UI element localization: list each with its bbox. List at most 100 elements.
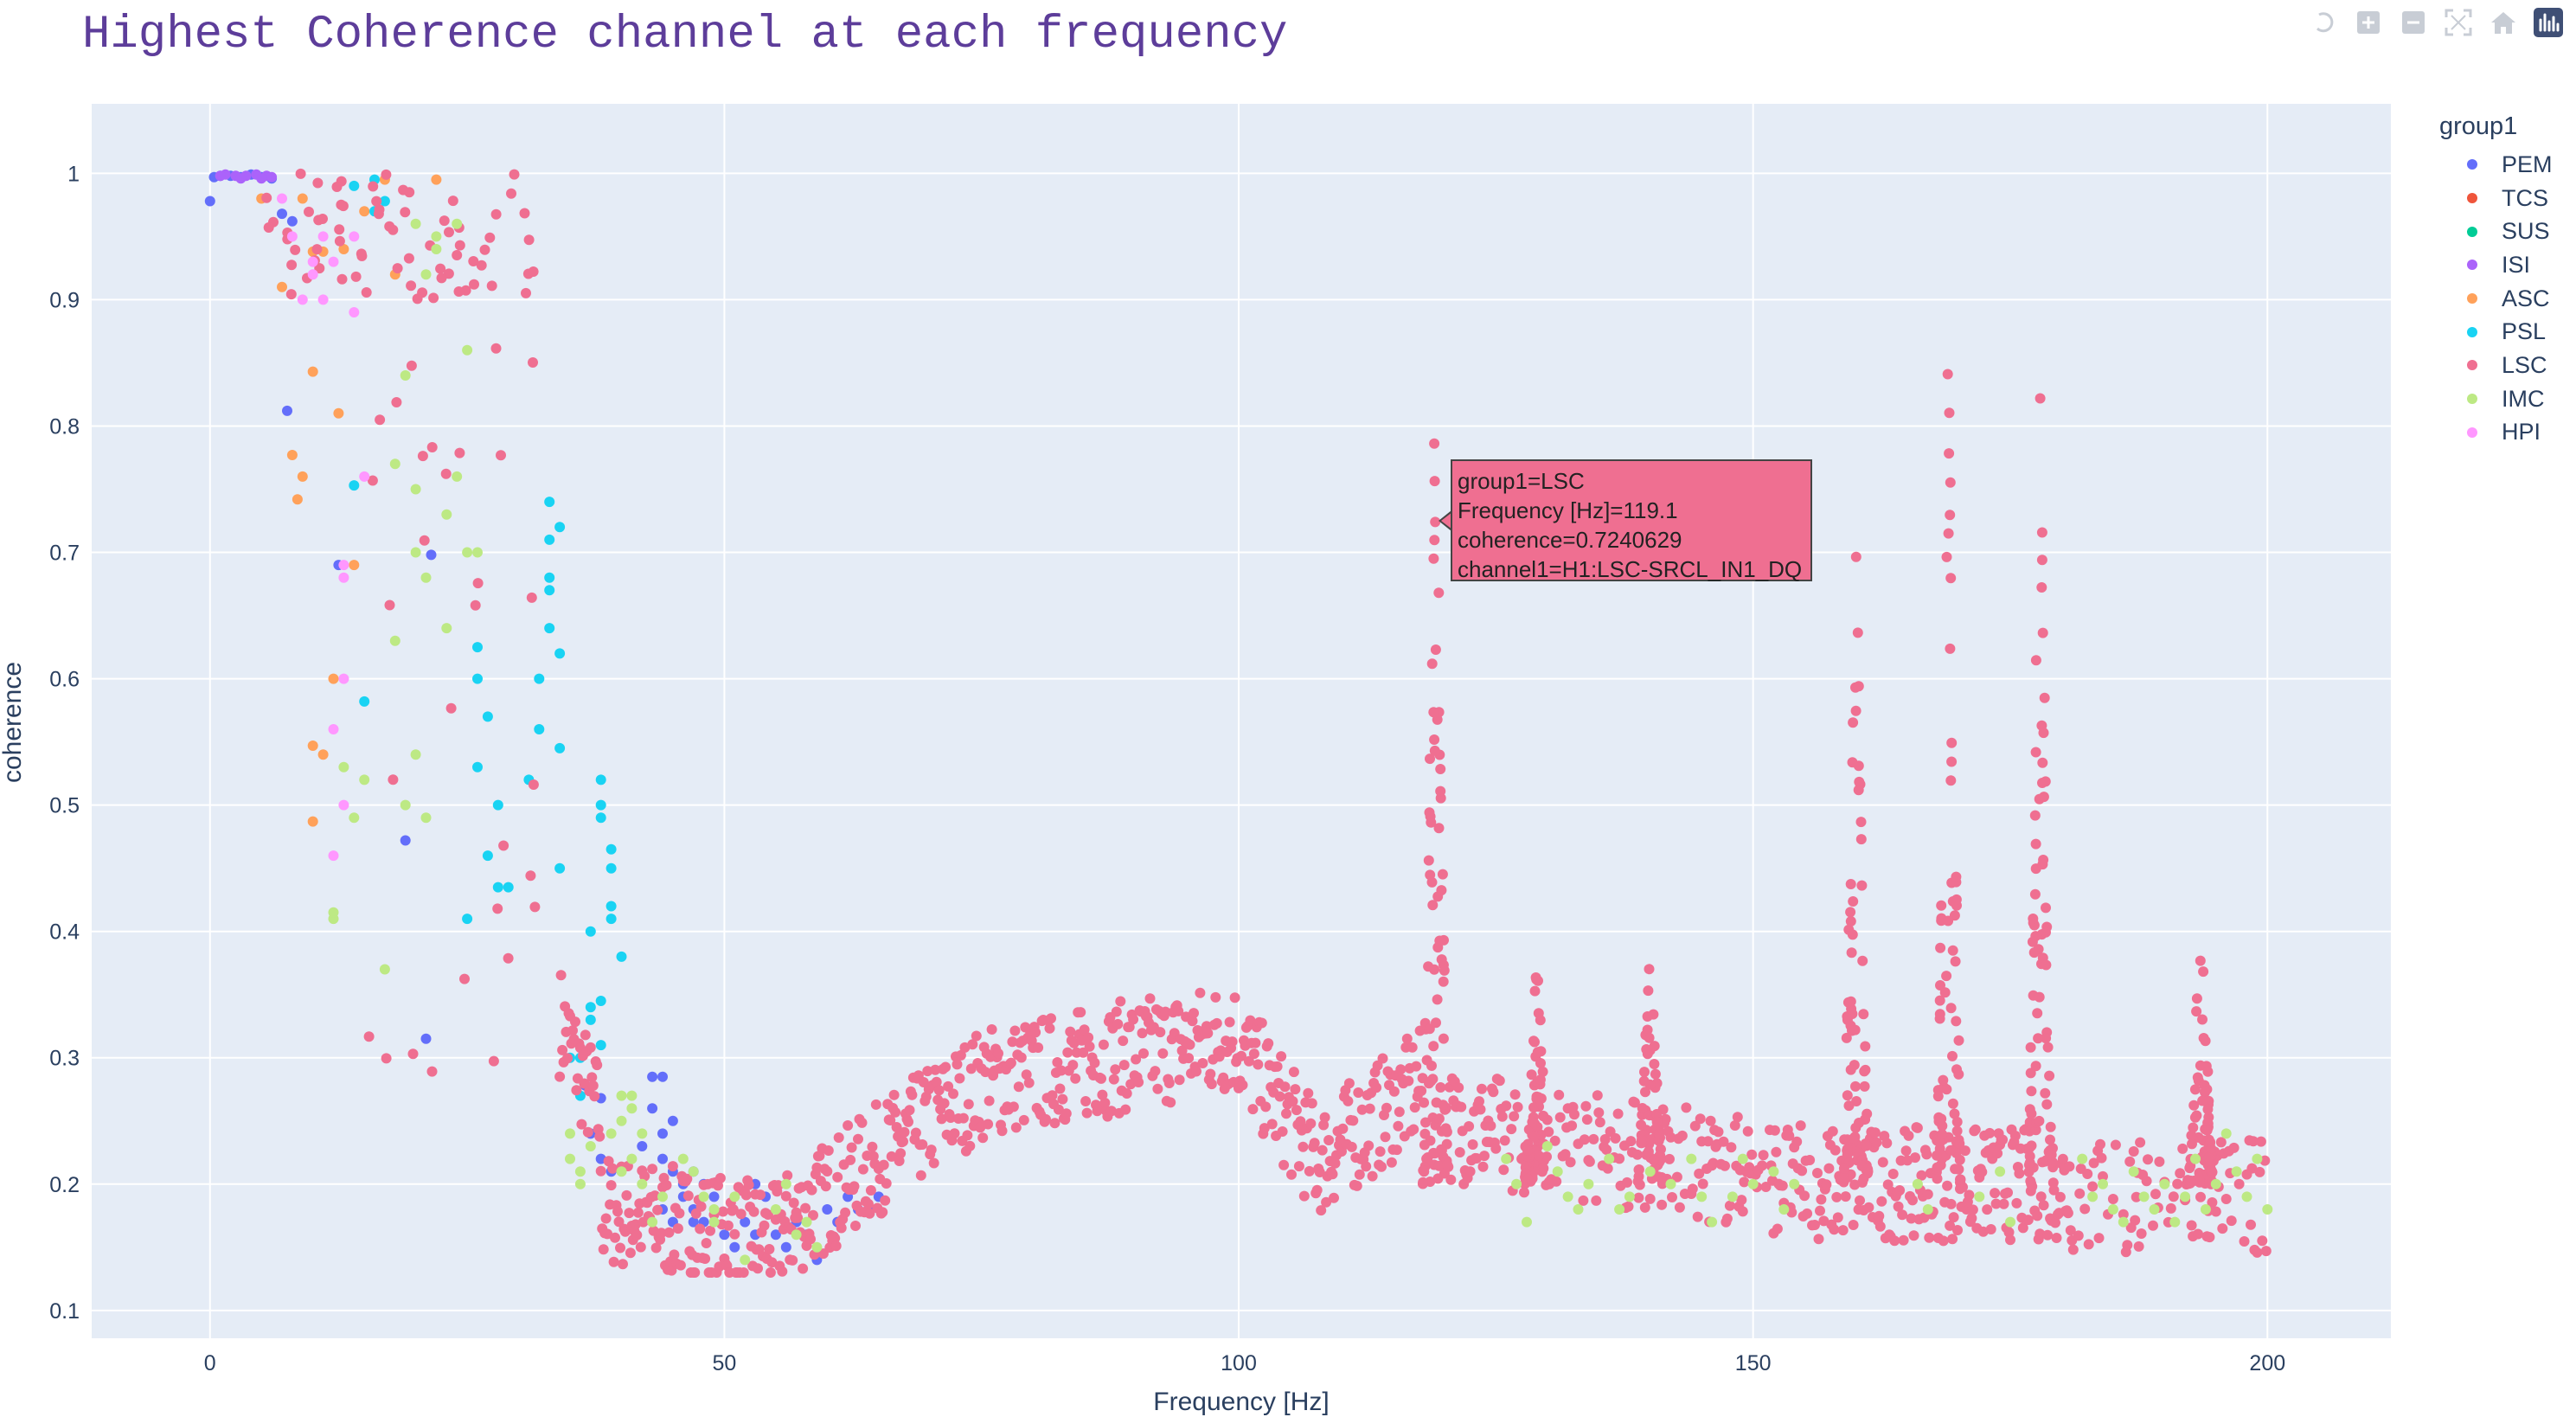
- data-point-pem[interactable]: [657, 1071, 668, 1082]
- data-point-lsc[interactable]: [261, 192, 272, 203]
- data-point-lsc[interactable]: [1772, 1223, 1783, 1234]
- data-point-lsc[interactable]: [1990, 1188, 2001, 1199]
- data-point-lsc[interactable]: [1426, 658, 1438, 670]
- data-point-lsc[interactable]: [2042, 1042, 2054, 1053]
- data-point-lsc[interactable]: [1954, 1154, 1965, 1165]
- data-point-lsc[interactable]: [472, 578, 484, 589]
- data-point-lsc[interactable]: [738, 1267, 749, 1278]
- data-point-lsc[interactable]: [1420, 1117, 1431, 1128]
- data-point-lsc[interactable]: [1802, 1208, 1813, 1219]
- data-point-lsc[interactable]: [1445, 1174, 1457, 1185]
- data-point-lsc[interactable]: [2030, 747, 2041, 758]
- data-point-lsc[interactable]: [1845, 916, 1856, 926]
- data-point-lsc[interactable]: [836, 1222, 847, 1234]
- data-point-lsc[interactable]: [486, 280, 497, 292]
- data-point-lsc[interactable]: [459, 973, 470, 984]
- data-point-imc[interactable]: [1614, 1204, 1625, 1215]
- data-point-lsc[interactable]: [753, 1263, 763, 1274]
- data-point-imc[interactable]: [1583, 1178, 1594, 1189]
- data-point-lsc[interactable]: [1845, 1064, 1856, 1075]
- data-point-lsc[interactable]: [2032, 1210, 2043, 1221]
- data-point-lsc[interactable]: [1950, 956, 1961, 967]
- data-point-lsc[interactable]: [792, 1212, 804, 1223]
- data-point-lsc[interactable]: [755, 1189, 766, 1201]
- data-point-lsc[interactable]: [1197, 1058, 1208, 1068]
- data-point-lsc[interactable]: [895, 1148, 907, 1159]
- data-point-lsc[interactable]: [1944, 448, 1955, 459]
- data-point-lsc[interactable]: [1205, 1068, 1216, 1080]
- data-point-lsc[interactable]: [1757, 1160, 1768, 1171]
- data-point-lsc[interactable]: [1850, 1080, 1861, 1092]
- data-point-lsc[interactable]: [2054, 1191, 2066, 1202]
- data-point-lsc[interactable]: [1425, 753, 1435, 765]
- data-point-hpi[interactable]: [328, 850, 339, 862]
- data-point-lsc[interactable]: [1633, 1192, 1644, 1203]
- data-point-lsc[interactable]: [1932, 1150, 1942, 1161]
- data-point-lsc[interactable]: [479, 244, 490, 255]
- data-point-lsc[interactable]: [1434, 935, 1445, 946]
- data-point-lsc[interactable]: [2030, 863, 2041, 875]
- data-point-psl[interactable]: [492, 882, 503, 893]
- data-point-lsc[interactable]: [1097, 1089, 1108, 1100]
- data-point-lsc[interactable]: [1467, 1139, 1478, 1150]
- data-point-lsc[interactable]: [740, 1189, 752, 1201]
- legend-item-psl[interactable]: PSL: [2439, 315, 2553, 349]
- legend-item-lsc[interactable]: LSC: [2439, 349, 2553, 382]
- data-point-lsc[interactable]: [1184, 1039, 1195, 1050]
- data-point-imc[interactable]: [2128, 1166, 2139, 1177]
- data-point-lsc[interactable]: [977, 1132, 989, 1144]
- data-point-imc[interactable]: [626, 1103, 638, 1114]
- data-point-lsc[interactable]: [484, 232, 496, 243]
- data-point-lsc[interactable]: [1475, 1104, 1486, 1115]
- data-point-lsc[interactable]: [2233, 1178, 2245, 1189]
- data-point-lsc[interactable]: [856, 1117, 868, 1128]
- data-point-lsc[interactable]: [2200, 1087, 2210, 1098]
- data-point-lsc[interactable]: [805, 1234, 816, 1245]
- data-point-lsc[interactable]: [406, 360, 417, 371]
- data-point-lsc[interactable]: [2030, 838, 2041, 850]
- data-point-psl[interactable]: [462, 914, 473, 925]
- data-point-lsc[interactable]: [682, 1173, 693, 1184]
- data-point-lsc[interactable]: [1952, 1225, 1963, 1235]
- data-point-lsc[interactable]: [371, 196, 382, 207]
- data-point-lsc[interactable]: [1946, 756, 1958, 767]
- data-point-lsc[interactable]: [2128, 1146, 2139, 1157]
- data-point-psl[interactable]: [554, 648, 566, 659]
- data-point-lsc[interactable]: [2041, 1099, 2053, 1110]
- data-point-lsc[interactable]: [1393, 1120, 1404, 1132]
- data-point-lsc[interactable]: [2220, 1194, 2232, 1204]
- data-point-lsc[interactable]: [1718, 1136, 1729, 1147]
- data-point-lsc[interactable]: [1777, 1180, 1788, 1191]
- data-point-lsc[interactable]: [2028, 914, 2039, 924]
- data-point-lsc[interactable]: [1314, 1167, 1325, 1177]
- data-point-lsc[interactable]: [1945, 1220, 1956, 1231]
- data-point-imc[interactable]: [585, 1141, 596, 1151]
- data-point-lsc[interactable]: [1664, 1153, 1675, 1164]
- data-point-lsc[interactable]: [962, 1130, 973, 1141]
- data-point-lsc[interactable]: [1138, 1048, 1149, 1059]
- data-point-lsc[interactable]: [2246, 1163, 2258, 1174]
- data-point-lsc[interactable]: [1837, 1225, 1849, 1236]
- data-point-imc[interactable]: [338, 761, 349, 773]
- data-point-lsc[interactable]: [849, 1181, 860, 1192]
- data-point-lsc[interactable]: [2096, 1152, 2107, 1164]
- data-point-lsc[interactable]: [1726, 1142, 1737, 1153]
- data-point-lsc[interactable]: [361, 287, 372, 298]
- data-point-lsc[interactable]: [1941, 551, 1952, 562]
- data-point-lsc[interactable]: [263, 222, 274, 233]
- legend-item-isi[interactable]: ISI: [2439, 248, 2553, 282]
- data-point-lsc[interactable]: [1786, 1207, 1797, 1218]
- data-point-lsc[interactable]: [1588, 1133, 1599, 1144]
- data-point-lsc[interactable]: [1195, 987, 1206, 998]
- data-point-lsc[interactable]: [1937, 1129, 1948, 1140]
- data-point-lsc[interactable]: [2083, 1239, 2094, 1250]
- data-point-lsc[interactable]: [1288, 1067, 1299, 1078]
- data-point-lsc[interactable]: [1044, 1023, 1055, 1034]
- data-point-imc[interactable]: [1727, 1191, 1738, 1202]
- data-point-lsc[interactable]: [2130, 1215, 2141, 1226]
- data-point-asc[interactable]: [297, 471, 308, 482]
- data-point-lsc[interactable]: [426, 1066, 438, 1077]
- data-point-lsc[interactable]: [1211, 1017, 1222, 1029]
- data-point-lsc[interactable]: [317, 214, 328, 224]
- data-point-lsc[interactable]: [1692, 1211, 1703, 1222]
